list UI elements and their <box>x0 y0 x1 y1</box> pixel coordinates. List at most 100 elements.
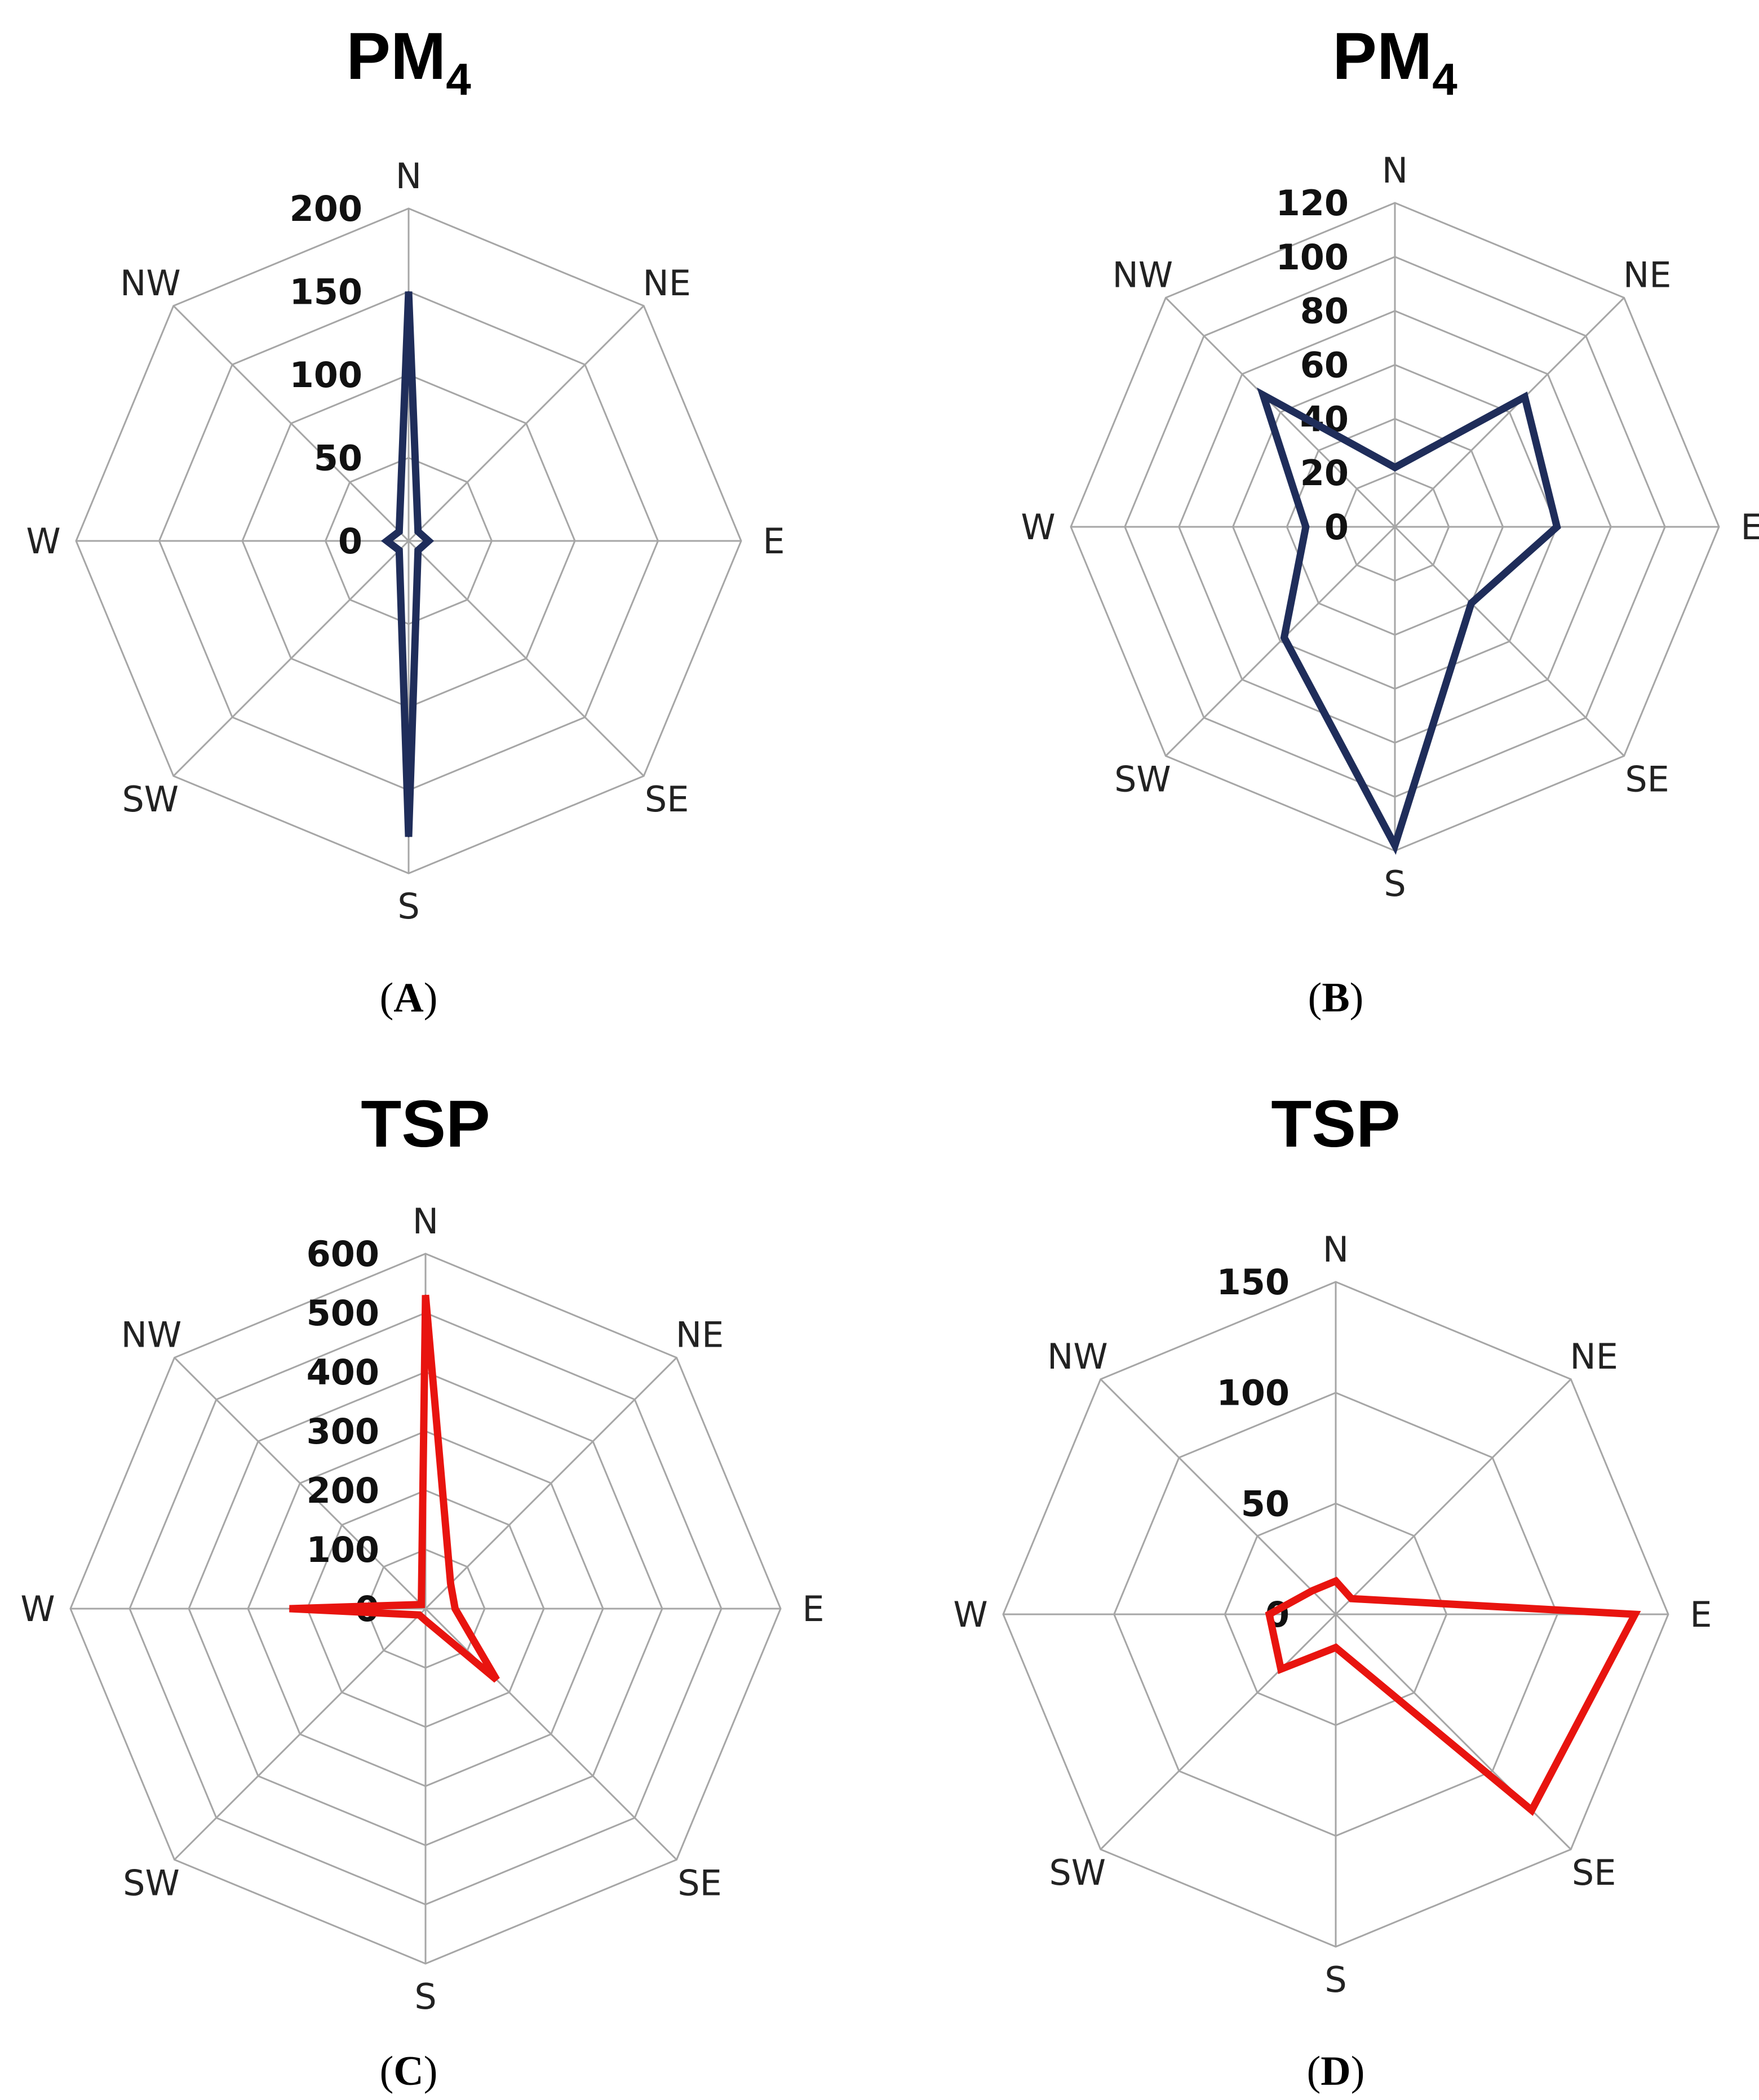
tick-label-d-150: 150 <box>1217 1262 1290 1303</box>
axis-label-c-sw: SW <box>123 1863 180 1904</box>
tick-label-b-20: 20 <box>1300 452 1349 494</box>
data-point-b-ne <box>1524 396 1526 398</box>
data-point-c-e <box>454 1608 456 1609</box>
spoke-b-nw <box>1165 297 1396 528</box>
axis-label-d-sw: SW <box>1049 1852 1106 1893</box>
data-point-a-s <box>408 836 409 838</box>
tick-label-b-0: 0 <box>1324 507 1349 548</box>
axis-label-c-e: E <box>802 1588 824 1630</box>
axis-label-d-w: W <box>953 1594 987 1635</box>
spoke-d-ne <box>1335 1378 1572 1615</box>
axis-label-d-e: E <box>1690 1594 1712 1635</box>
axis-label-b-sw: SW <box>1114 759 1171 800</box>
axis-label-a-n: N <box>396 156 422 197</box>
tick-label-c-400: 400 <box>307 1352 379 1393</box>
spoke-a-ne <box>407 305 645 542</box>
data-point-a-nw <box>398 531 400 532</box>
axis-label-a-sw: SW <box>122 779 179 820</box>
radar-body-a: N NE E SE S SW W NW 0 50 100 150 200 <box>26 156 785 927</box>
tick-label-d-50: 50 <box>1241 1483 1290 1524</box>
spoke-d-nw <box>1100 1378 1337 1615</box>
axis-label-a-ne: NE <box>643 263 691 304</box>
tick-label-b-60: 60 <box>1300 345 1349 386</box>
panel-label-b: (B) <box>1308 975 1364 1021</box>
data-point-b-n <box>1394 467 1395 468</box>
panel-label-a: (A) <box>380 975 438 1021</box>
axis-label-c-n: N <box>413 1201 438 1242</box>
data-point-b-sw <box>1283 637 1285 638</box>
data-point-d-n <box>1335 1580 1336 1582</box>
data-point-c-n <box>425 1294 426 1296</box>
axis-label-a-s: S <box>397 886 419 927</box>
axis-label-c-w: W <box>20 1588 55 1630</box>
axis-label-d-n: N <box>1323 1229 1349 1270</box>
tick-label-c-200: 200 <box>307 1470 379 1511</box>
spoke-d-sw <box>1100 1613 1337 1850</box>
spoke-b-sw <box>1165 526 1396 757</box>
data-point-b-e <box>1556 526 1558 527</box>
axis-label-c-se: SE <box>677 1863 722 1904</box>
spoke-b-se <box>1394 526 1625 757</box>
data-point-a-e <box>428 540 429 541</box>
data-point-c-s <box>425 1620 426 1621</box>
data-point-a-se <box>417 549 419 551</box>
panel-label-d: (D) <box>1307 2048 1365 2094</box>
tick-label-c-600: 600 <box>307 1233 379 1275</box>
data-point-a-w <box>386 540 388 541</box>
tick-label-b-80: 80 <box>1300 291 1349 332</box>
axis-label-b-s: S <box>1384 863 1406 904</box>
chart-title-b: PM4 <box>1332 19 1457 104</box>
spoke-c-nw <box>174 1357 427 1610</box>
data-point-b-nw <box>1262 394 1264 396</box>
axis-label-a-e: E <box>763 521 785 562</box>
data-point-c-sw <box>418 1614 420 1616</box>
chart-title-d: TSP <box>1271 1087 1401 1161</box>
tick-label-a-200: 200 <box>290 188 362 229</box>
axis-label-b-e: E <box>1740 507 1759 548</box>
data-point-d-e <box>1634 1614 1636 1615</box>
tick-label-a-0: 0 <box>338 521 362 562</box>
tick-label-a-150: 150 <box>290 272 362 313</box>
data-point-d-sw <box>1280 1668 1282 1670</box>
data-point-b-s <box>1394 845 1395 846</box>
data-point-d-nw <box>1312 1590 1313 1592</box>
data-point-c-w <box>289 1608 290 1609</box>
axis-label-d-s: S <box>1324 1959 1346 2000</box>
chart-title-a: PM4 <box>346 19 471 104</box>
data-point-a-n <box>408 291 409 292</box>
axis-label-d-nw: NW <box>1047 1336 1108 1377</box>
axis-label-c-s: S <box>414 1976 436 2017</box>
tick-label-c-300: 300 <box>307 1411 379 1452</box>
axis-label-d-ne: NE <box>1570 1336 1618 1377</box>
data-point-d-se <box>1531 1809 1532 1811</box>
tick-label-c-500: 500 <box>307 1293 379 1334</box>
data-point-d-s <box>1335 1647 1336 1648</box>
data-point-a-sw <box>398 549 400 551</box>
axis-label-a-se: SE <box>645 779 689 820</box>
spoke-c-ne <box>424 1357 677 1610</box>
tick-label-d-100: 100 <box>1217 1373 1290 1414</box>
spoke-a-se <box>407 540 645 777</box>
data-point-d-w <box>1269 1614 1270 1615</box>
axis-label-b-n: N <box>1382 150 1408 191</box>
axis-label-b-w: W <box>1021 507 1055 548</box>
data-point-c-nw <box>420 1604 422 1605</box>
spoke-c-se <box>424 1608 677 1861</box>
tick-label-a-50: 50 <box>314 438 362 479</box>
axis-label-b-ne: NE <box>1623 254 1672 295</box>
data-point-d-ne <box>1350 1598 1352 1600</box>
data-point-c-se <box>496 1679 498 1681</box>
data-point-b-se <box>1470 602 1472 604</box>
spoke-a-nw <box>172 305 410 542</box>
tick-label-b-100: 100 <box>1276 237 1349 278</box>
data-point-b-w <box>1305 526 1306 527</box>
tick-label-c-100: 100 <box>307 1529 379 1570</box>
spoke-a-sw <box>172 540 410 777</box>
tick-label-a-100: 100 <box>290 354 362 396</box>
radar-chart-a: PM4 N NE E SE S SW W NW 0 50 100 150 200 (A) <box>26 19 785 1021</box>
